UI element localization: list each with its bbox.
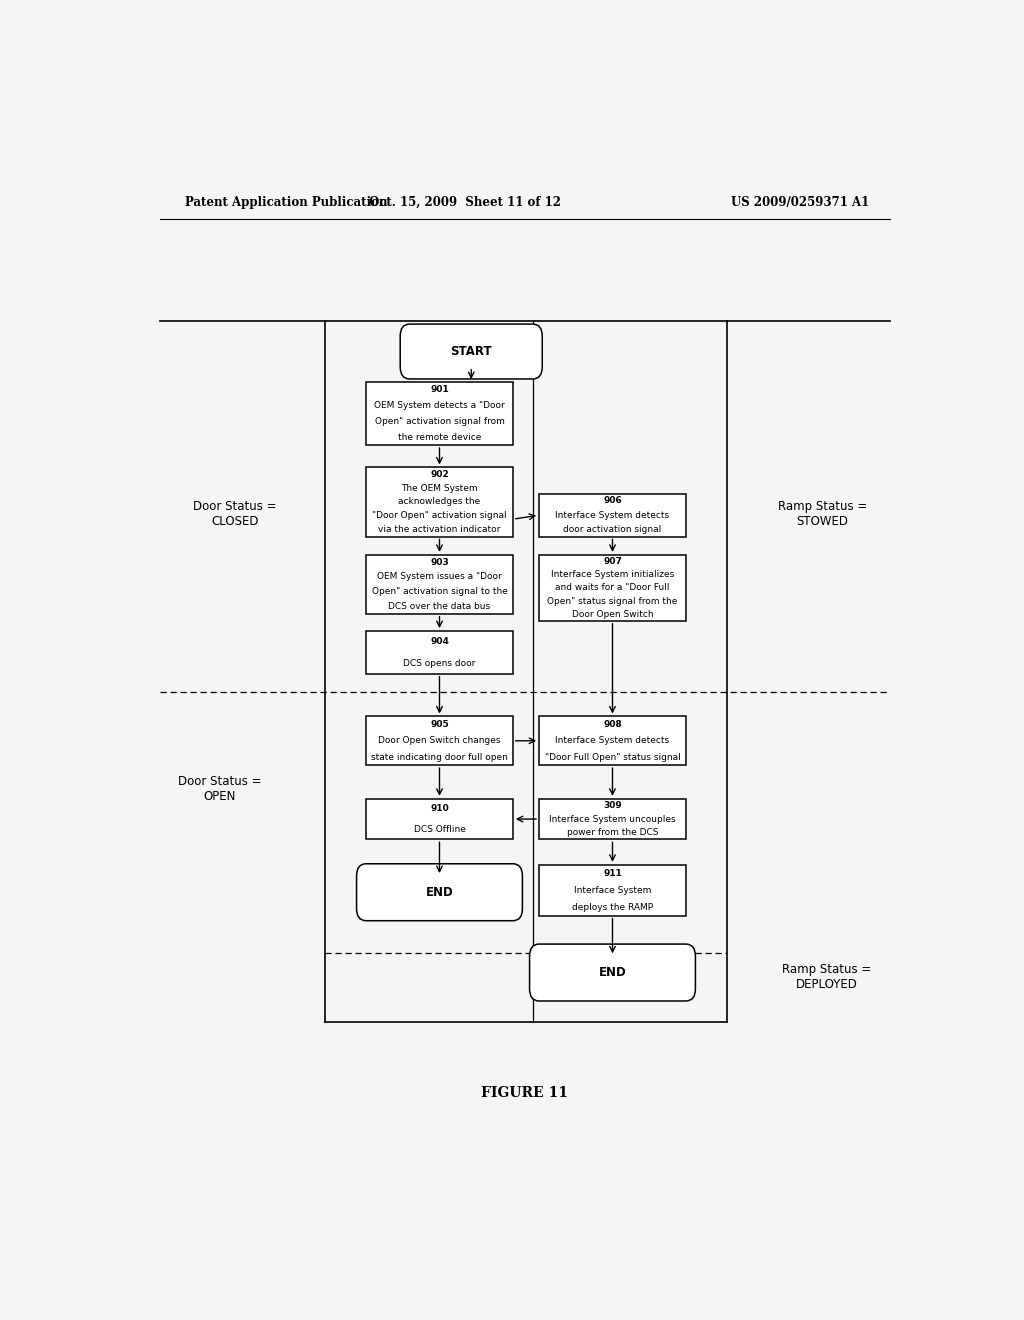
Text: state indicating door full open: state indicating door full open xyxy=(371,752,508,762)
Text: via the activation indicator: via the activation indicator xyxy=(378,525,501,535)
Text: DCS Offline: DCS Offline xyxy=(414,825,466,834)
Text: OEM System issues a "Door: OEM System issues a "Door xyxy=(377,573,502,581)
FancyBboxPatch shape xyxy=(367,554,513,614)
Text: 902: 902 xyxy=(430,470,449,479)
Text: Door Open Switch: Door Open Switch xyxy=(571,610,653,619)
FancyBboxPatch shape xyxy=(539,799,686,840)
Text: DCS opens door: DCS opens door xyxy=(403,659,476,668)
Text: Interface System detects: Interface System detects xyxy=(555,511,670,520)
Text: 907: 907 xyxy=(603,557,622,566)
Text: 908: 908 xyxy=(603,719,622,729)
Text: 904: 904 xyxy=(430,638,449,647)
Text: END: END xyxy=(426,886,454,899)
FancyBboxPatch shape xyxy=(539,717,686,766)
Text: The OEM System: The OEM System xyxy=(401,483,478,492)
Text: Ramp Status =
STOWED: Ramp Status = STOWED xyxy=(778,500,867,528)
Text: Door Open Switch changes: Door Open Switch changes xyxy=(378,737,501,746)
Text: 911: 911 xyxy=(603,869,622,878)
Text: Interface System uncouples: Interface System uncouples xyxy=(549,814,676,824)
Text: Open" status signal from the: Open" status signal from the xyxy=(547,597,678,606)
Text: power from the DCS: power from the DCS xyxy=(566,828,658,837)
FancyBboxPatch shape xyxy=(539,494,686,536)
Text: 905: 905 xyxy=(430,719,449,729)
Text: START: START xyxy=(451,345,493,358)
FancyBboxPatch shape xyxy=(367,467,513,536)
FancyBboxPatch shape xyxy=(367,381,513,445)
Text: 901: 901 xyxy=(430,385,449,395)
Text: DCS over the data bus: DCS over the data bus xyxy=(388,602,490,611)
FancyBboxPatch shape xyxy=(356,863,522,921)
Text: FIGURE 11: FIGURE 11 xyxy=(481,1086,568,1101)
FancyBboxPatch shape xyxy=(367,799,513,840)
FancyBboxPatch shape xyxy=(367,717,513,766)
Text: Open" activation signal to the: Open" activation signal to the xyxy=(372,587,508,597)
Text: Oct. 15, 2009  Sheet 11 of 12: Oct. 15, 2009 Sheet 11 of 12 xyxy=(370,195,561,209)
FancyBboxPatch shape xyxy=(400,325,543,379)
Text: Door Status =
OPEN: Door Status = OPEN xyxy=(177,775,261,803)
Text: 309: 309 xyxy=(603,801,622,810)
Text: "Door Full Open" status signal: "Door Full Open" status signal xyxy=(545,752,680,762)
Text: END: END xyxy=(599,966,627,979)
Text: the remote device: the remote device xyxy=(397,433,481,442)
Text: Door Status =
CLOSED: Door Status = CLOSED xyxy=(194,500,276,528)
Text: door activation signal: door activation signal xyxy=(563,525,662,533)
Text: Ramp Status =
DEPLOYED: Ramp Status = DEPLOYED xyxy=(781,962,871,990)
Text: deploys the RAMP: deploys the RAMP xyxy=(572,903,653,912)
Text: Open" activation signal from: Open" activation signal from xyxy=(375,417,505,426)
FancyBboxPatch shape xyxy=(529,944,695,1001)
Text: "Door Open" activation signal: "Door Open" activation signal xyxy=(372,511,507,520)
Text: OEM System detects a "Door: OEM System detects a "Door xyxy=(374,401,505,411)
FancyBboxPatch shape xyxy=(539,865,686,916)
Text: 906: 906 xyxy=(603,496,622,506)
Text: Interface System initializes: Interface System initializes xyxy=(551,570,674,579)
Text: and waits for a "Door Full: and waits for a "Door Full xyxy=(555,583,670,593)
Text: 910: 910 xyxy=(430,804,449,813)
Text: Patent Application Publication: Patent Application Publication xyxy=(185,195,388,209)
Text: acknowledges the: acknowledges the xyxy=(398,498,480,507)
Text: Interface System: Interface System xyxy=(573,886,651,895)
FancyBboxPatch shape xyxy=(539,554,686,620)
Text: 903: 903 xyxy=(430,557,449,566)
FancyBboxPatch shape xyxy=(367,631,513,673)
Text: US 2009/0259371 A1: US 2009/0259371 A1 xyxy=(731,195,869,209)
Text: Interface System detects: Interface System detects xyxy=(555,737,670,746)
